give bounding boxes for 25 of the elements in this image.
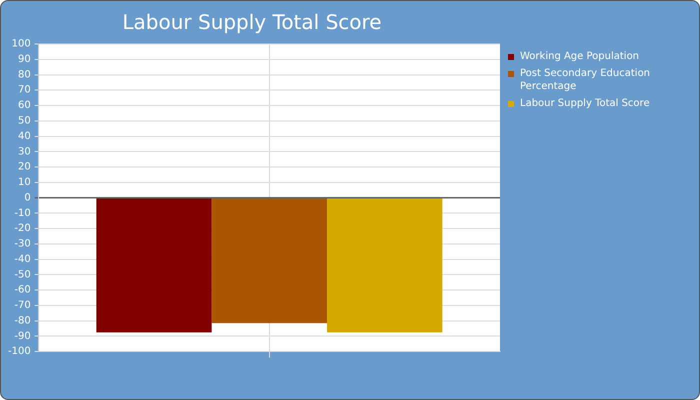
y-tick-label: -100 <box>8 346 31 358</box>
chart-title: Labour Supply Total Score <box>122 10 382 34</box>
legend-label: Post Secondary Education Percentage <box>520 67 652 93</box>
legend-label: Working Age Population <box>520 50 640 63</box>
y-tick-label: 20 <box>18 162 31 173</box>
y-tick-label: -70 <box>14 300 31 312</box>
y-tick-label: -40 <box>14 254 31 265</box>
y-tick-label: 90 <box>18 54 31 65</box>
y-tick-label: -30 <box>14 238 31 250</box>
y-tick-label: -50 <box>14 269 31 280</box>
y-tick-label: 0 <box>24 192 31 204</box>
y-tick-label: -10 <box>14 208 31 219</box>
y-tick-label: 40 <box>18 130 31 142</box>
y-tick-label: 80 <box>18 69 31 80</box>
y-tick-label: 30 <box>18 146 31 158</box>
y-tick-label: -20 <box>14 223 31 234</box>
y-tick-label: 50 <box>18 115 31 126</box>
y-tick-label: 10 <box>18 177 31 188</box>
y-tick-label: -60 <box>14 284 31 296</box>
y-tick-label: -80 <box>14 315 31 326</box>
y-tick-label: 70 <box>18 84 31 96</box>
y-tick-label: 60 <box>18 100 31 112</box>
y-tick-label: -90 <box>14 330 31 342</box>
y-tick-label: 100 <box>12 38 31 50</box>
legend-label: Labour Supply Total Score <box>520 97 650 110</box>
